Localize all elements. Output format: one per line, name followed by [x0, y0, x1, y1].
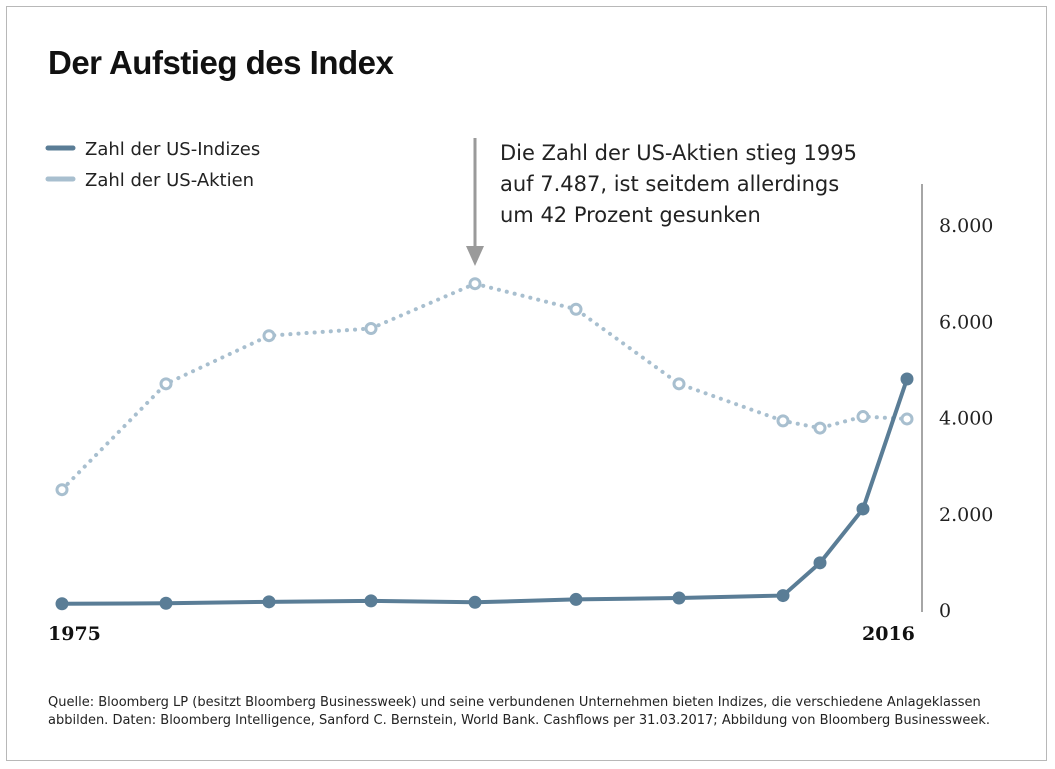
data-point-us-indizes	[569, 592, 583, 606]
data-point-us-aktien	[364, 321, 378, 335]
data-point-us-indizes	[856, 502, 870, 516]
data-point-us-indizes	[813, 556, 827, 570]
data-point-us-aktien	[813, 421, 827, 435]
x-axis-labels: 1975 2016	[48, 623, 915, 645]
y-tick-label: 0	[939, 600, 951, 622]
series-us-indizes	[55, 372, 914, 611]
annotation-arrow-head	[466, 246, 484, 266]
legend: Zahl der US-Indizes Zahl der US-Aktien	[45, 139, 260, 191]
legend-label-us-indizes: Zahl der US-Indizes	[85, 139, 260, 160]
y-axis: 0 2.000 4.000 6.000 8.000	[921, 184, 993, 622]
data-point-us-indizes	[672, 591, 686, 605]
x-tick-label: 1975	[48, 623, 101, 645]
data-point-us-indizes	[900, 372, 914, 386]
x-tick-label: 2016	[862, 623, 915, 645]
data-point-us-aktien	[55, 483, 69, 497]
data-point-us-indizes	[55, 597, 69, 611]
data-point-us-aktien	[856, 410, 870, 424]
data-point-us-indizes	[364, 594, 378, 608]
data-point-us-indizes	[468, 595, 482, 609]
annotation-text-line: Die Zahl der US-Aktien stieg 1995	[500, 141, 857, 165]
source-note: Quelle: Bloomberg LP (besitzt Bloomberg …	[48, 695, 991, 728]
series-line-us-aktien	[60, 281, 909, 492]
y-tick-label: 4.000	[939, 408, 993, 430]
data-point-us-aktien	[672, 377, 686, 391]
data-point-us-indizes	[776, 589, 790, 603]
annotation: Die Zahl der US-Aktien stieg 1995 auf 7.4…	[466, 138, 857, 266]
chart-frame	[6, 6, 1047, 761]
legend-label-us-aktien: Zahl der US-Aktien	[85, 170, 254, 191]
data-point-us-aktien	[262, 329, 276, 343]
y-tick-label: 2.000	[939, 504, 993, 526]
data-point-us-indizes	[262, 595, 276, 609]
data-point-us-aktien	[159, 377, 173, 391]
data-point-us-indizes	[159, 596, 173, 610]
series-line-us-indizes	[60, 377, 909, 606]
annotation-text-line: um 42 Prozent gesunken	[500, 203, 761, 227]
data-point-us-aktien	[569, 302, 583, 316]
data-point-us-aktien	[900, 412, 914, 426]
y-tick-label: 8.000	[939, 215, 993, 237]
chart-title: Der Aufstieg des Index	[48, 44, 394, 81]
data-point-us-aktien	[468, 277, 482, 291]
annotation-text-line: auf 7.487, ist seitdem allerdings	[500, 172, 839, 196]
data-point-us-aktien	[776, 414, 790, 428]
series-us-aktien	[55, 277, 914, 497]
y-tick-label: 6.000	[939, 311, 993, 333]
